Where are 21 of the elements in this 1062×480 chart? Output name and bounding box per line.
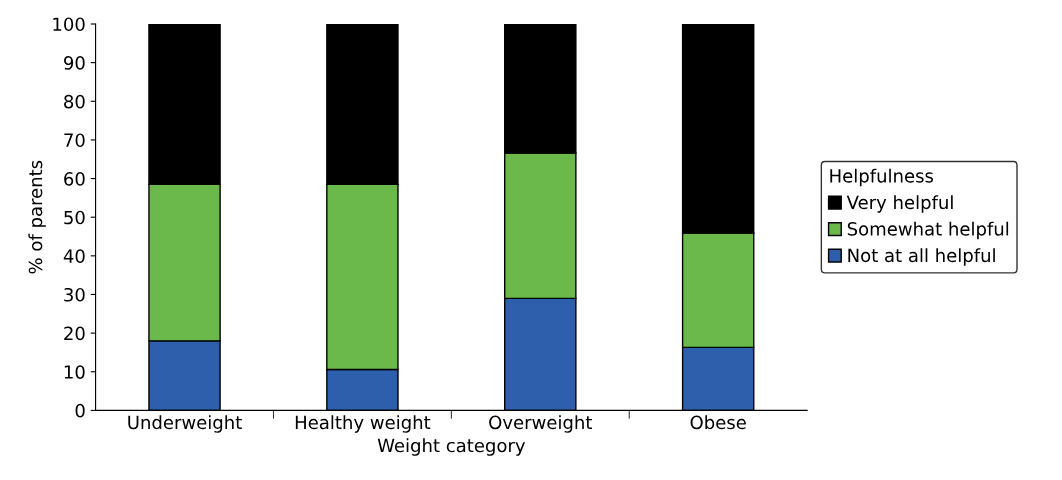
y-tick-label: 70 xyxy=(64,133,85,148)
y-tick-label: 40 xyxy=(63,249,85,263)
x-tick-label: Obese xyxy=(690,415,746,430)
y-tick-label: 90 xyxy=(64,56,85,70)
x-tick-label: Underweight xyxy=(128,415,242,433)
x-tick-label: Overweight xyxy=(489,415,593,433)
y-tick-label: 20 xyxy=(64,326,85,341)
y-tick-label: 30 xyxy=(64,287,85,302)
legend-title: Helpfulness xyxy=(830,168,934,187)
y-tick-label: 50 xyxy=(64,210,85,225)
y-axis-title: % of parents xyxy=(28,160,46,274)
y-tick-label: 100 xyxy=(53,17,85,32)
legend-label: Very helpful xyxy=(846,195,953,213)
y-tick-label: 80 xyxy=(64,94,85,109)
legend-label: Not at all helpful xyxy=(848,248,995,266)
x-tick-label: Healthy weight xyxy=(295,415,431,433)
x-axis-title: Weight category xyxy=(377,438,526,456)
y-tick-label: 60 xyxy=(64,172,85,186)
y-tick-label: 0 xyxy=(75,403,85,418)
y-tick-label: 10 xyxy=(64,365,85,379)
legend-label: Somewhat helpful xyxy=(847,221,1009,240)
